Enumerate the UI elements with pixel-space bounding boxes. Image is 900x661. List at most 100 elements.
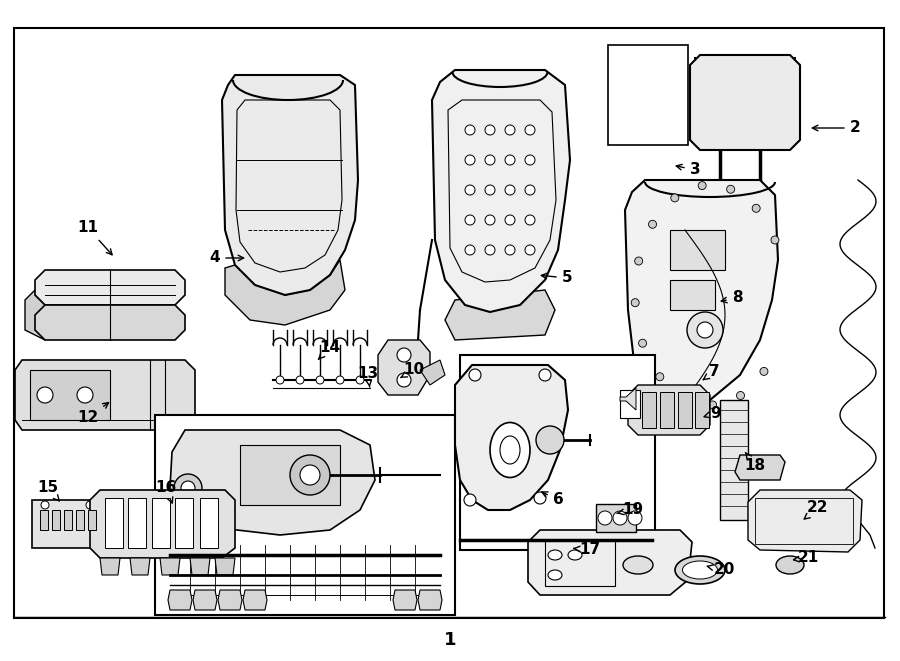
- Ellipse shape: [675, 556, 725, 584]
- Polygon shape: [35, 305, 185, 340]
- Polygon shape: [378, 340, 430, 395]
- Polygon shape: [170, 430, 375, 535]
- Circle shape: [698, 182, 706, 190]
- Circle shape: [670, 194, 679, 202]
- Circle shape: [465, 245, 475, 255]
- Circle shape: [397, 348, 411, 362]
- Circle shape: [469, 369, 481, 381]
- Text: 3: 3: [676, 163, 700, 178]
- Text: 8: 8: [721, 290, 742, 305]
- Circle shape: [539, 369, 551, 381]
- Bar: [175, 498, 193, 548]
- Polygon shape: [222, 75, 358, 295]
- Circle shape: [760, 368, 768, 375]
- Ellipse shape: [490, 422, 530, 477]
- Bar: [76, 510, 84, 530]
- Circle shape: [697, 322, 713, 338]
- Ellipse shape: [548, 570, 562, 580]
- Bar: [105, 498, 123, 548]
- Polygon shape: [445, 290, 555, 340]
- Circle shape: [617, 57, 623, 63]
- Circle shape: [634, 54, 646, 66]
- Ellipse shape: [500, 436, 520, 464]
- Polygon shape: [90, 490, 235, 558]
- Text: 13: 13: [357, 366, 379, 387]
- Polygon shape: [225, 260, 345, 325]
- Circle shape: [726, 185, 734, 193]
- Circle shape: [654, 54, 666, 66]
- Bar: [64, 510, 72, 530]
- Bar: [30, 370, 110, 420]
- Polygon shape: [455, 365, 568, 510]
- Circle shape: [614, 54, 626, 66]
- Circle shape: [649, 220, 656, 228]
- Bar: [660, 392, 674, 428]
- Ellipse shape: [548, 550, 562, 560]
- Text: 5: 5: [541, 270, 572, 286]
- Bar: [240, 445, 340, 505]
- Polygon shape: [528, 530, 692, 595]
- Polygon shape: [130, 558, 150, 575]
- Bar: [670, 230, 725, 270]
- Circle shape: [657, 57, 663, 63]
- Text: 2: 2: [813, 120, 860, 136]
- Circle shape: [680, 395, 688, 403]
- Circle shape: [181, 481, 195, 495]
- Bar: [460, 355, 655, 550]
- Circle shape: [485, 155, 495, 165]
- Circle shape: [505, 155, 515, 165]
- Text: 6: 6: [542, 492, 563, 508]
- Ellipse shape: [776, 556, 804, 574]
- Text: 9: 9: [704, 405, 721, 420]
- Circle shape: [276, 376, 284, 384]
- Bar: [720, 400, 748, 520]
- Circle shape: [336, 376, 344, 384]
- Bar: [695, 392, 709, 428]
- Circle shape: [525, 245, 535, 255]
- Bar: [678, 392, 692, 428]
- Circle shape: [505, 215, 515, 225]
- Text: 22: 22: [805, 500, 829, 519]
- Circle shape: [534, 492, 546, 504]
- Text: 1: 1: [444, 631, 456, 649]
- Text: 7: 7: [703, 364, 719, 379]
- Circle shape: [525, 125, 535, 135]
- Text: 21: 21: [794, 551, 819, 566]
- Circle shape: [598, 511, 612, 525]
- Circle shape: [465, 125, 475, 135]
- Ellipse shape: [623, 556, 653, 574]
- Bar: [670, 280, 715, 310]
- Polygon shape: [218, 590, 242, 610]
- Circle shape: [505, 245, 515, 255]
- Text: 14: 14: [319, 340, 340, 360]
- Circle shape: [637, 57, 643, 63]
- Polygon shape: [15, 360, 195, 430]
- Bar: [88, 510, 96, 530]
- Circle shape: [687, 312, 723, 348]
- Circle shape: [505, 125, 515, 135]
- Bar: [642, 392, 656, 428]
- Bar: [596, 504, 636, 532]
- Bar: [608, 45, 688, 145]
- Circle shape: [465, 155, 475, 165]
- Polygon shape: [393, 590, 417, 610]
- Polygon shape: [243, 590, 267, 610]
- Bar: [14, 28, 884, 618]
- Text: 19: 19: [616, 502, 643, 518]
- Circle shape: [485, 245, 495, 255]
- Polygon shape: [628, 385, 710, 435]
- Text: 12: 12: [77, 403, 109, 426]
- Polygon shape: [35, 270, 185, 305]
- Circle shape: [174, 474, 202, 502]
- Polygon shape: [418, 590, 442, 610]
- Circle shape: [525, 185, 535, 195]
- Text: 20: 20: [707, 563, 734, 578]
- Circle shape: [485, 215, 495, 225]
- Circle shape: [525, 215, 535, 225]
- Circle shape: [536, 426, 564, 454]
- Circle shape: [485, 125, 495, 135]
- Bar: [40, 510, 48, 530]
- Polygon shape: [215, 558, 235, 575]
- Polygon shape: [100, 558, 120, 575]
- Circle shape: [464, 494, 476, 506]
